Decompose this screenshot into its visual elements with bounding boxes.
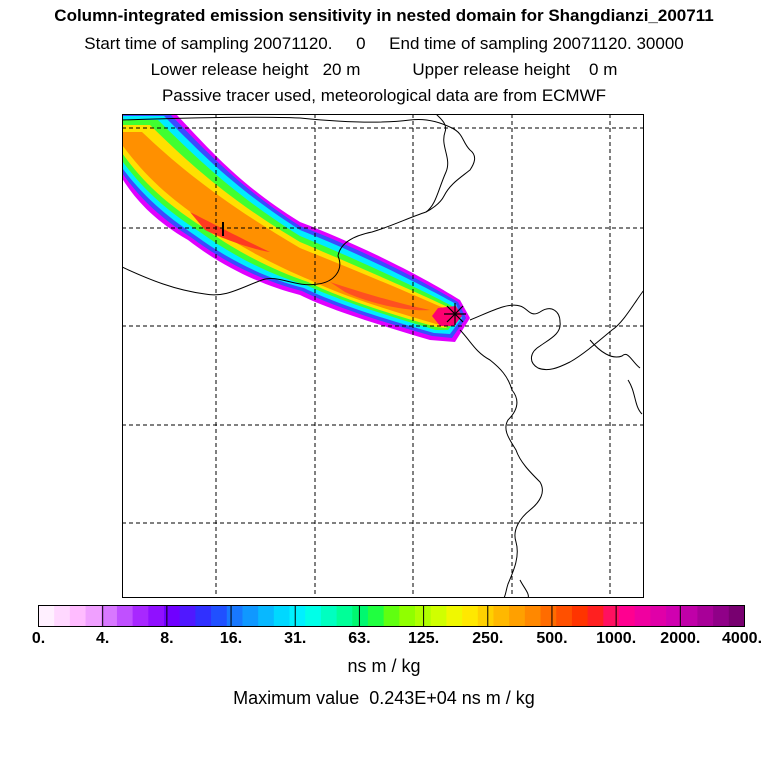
colorbar-swatch [54,605,71,627]
colorbar-swatch [179,605,196,627]
plume-layer-orange [122,132,452,325]
receptor-station-marker [444,303,466,325]
colorbar-tick-label: 500. [536,630,568,647]
colorbar-tick-label: 1000. [596,630,637,647]
colorbar-swatch [85,605,102,627]
colorbar-tick-label: 16. [219,630,243,647]
colorbar-tick-label: 0. [31,630,46,647]
maximum-value-text: Maximum value 0.243E+04 ns m / kg [233,688,535,708]
colorbar-swatch [666,605,683,627]
colorbar-swatch [524,605,541,627]
colorbar-swatch [477,605,494,627]
colorbar-swatch [101,605,118,627]
colorbar-swatch [430,605,447,627]
colorbar-units: ns m / kg [347,656,421,676]
colorbar-swatch [148,605,165,627]
colorbar-swatch [634,605,651,627]
colorbar-swatch [540,605,557,627]
colorbar-swatch [367,605,385,627]
colorbar-tick-label: 125. [408,630,440,647]
colorbar-swatch [509,605,526,627]
colorbar-swatch [587,605,604,627]
colorbar-swatch [132,605,149,627]
colorbar-swatch [650,605,667,627]
colorbar-swatch [415,605,432,627]
colorbar-swatch [164,605,181,627]
colorbar-swatch [713,605,730,627]
colorbar-swatch [571,605,589,627]
tracer-info-line: Passive tracer used, meteorological data… [161,86,607,105]
map-content [122,114,644,598]
colorbar-swatch [38,605,55,627]
figure-title: Column-integrated emission sensitivity i… [54,6,714,25]
colorbar-swatch [320,605,337,627]
colorbar-dividers [102,605,681,627]
colorbar-swatch [289,605,306,627]
colorbar-swatch [399,605,416,627]
colorbar-swatch [211,605,228,627]
sampling-time-line: Start time of sampling 20071120. 0 End t… [84,34,684,53]
colorbar-frame [38,605,745,627]
lat-lon-grid [122,114,644,598]
colorbar-swatch [242,605,259,627]
colorbar-swatch [493,605,510,627]
colorbar-swatch [603,605,620,627]
colorbar-swatch [195,605,212,627]
emission-plume [122,114,470,342]
colorbar-swatch [697,605,714,627]
colorbar-swatch [273,605,290,627]
colorbar-swatch [226,605,243,627]
plume-layer-yellow [122,125,455,328]
colorbar-swatch [336,605,353,627]
colorbar-tick-label: 4000. [721,630,763,647]
colorbar-swatch [305,605,322,627]
colorbar-tick-label: 2000. [660,630,701,647]
colorbar-tick-label: 31. [284,630,307,647]
map-frame [122,114,644,598]
colorbar-swatch [352,605,369,627]
colorbar-swatch [69,605,86,627]
colorbar-tick-label: 63. [348,630,371,647]
colorbar-swatch [681,605,698,627]
colorbar-swatch [116,605,134,627]
colorbar-swatch [446,605,463,627]
colorbar-swatch [258,605,275,627]
release-height-line: Lower release height 20 m Upper release … [150,60,618,79]
colorbar-swatch [618,605,636,627]
colorbar-swatch [556,605,573,627]
colorbar-swatches [38,605,745,627]
colorbar-tick-label: 8. [160,630,174,647]
colorbar-tick-label: 250. [472,630,504,647]
colorbar-swatch [728,605,745,627]
colorbar-tick-label: 4. [96,630,110,647]
colorbar-swatch [462,605,479,627]
colorbar-swatch [383,605,400,627]
